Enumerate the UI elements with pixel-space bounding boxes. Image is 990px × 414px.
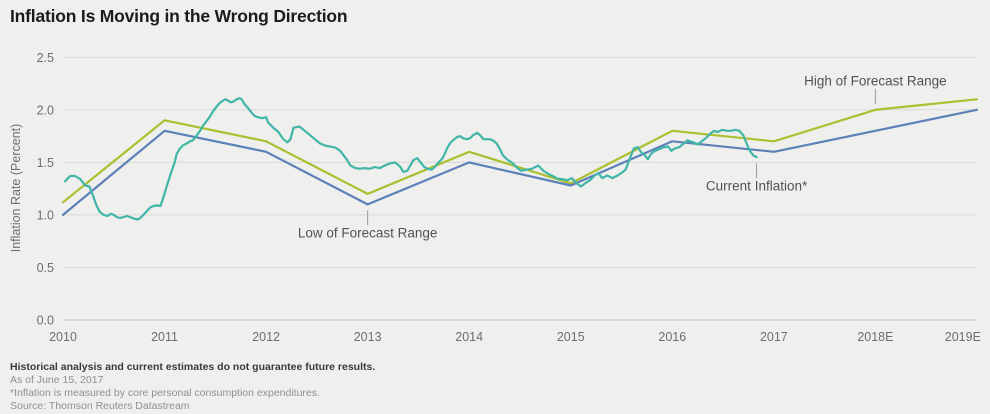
footnotes: Historical analysis and current estimate… — [10, 361, 375, 413]
footnote-disclaimer: Historical analysis and current estimate… — [10, 361, 376, 373]
y-tick-label: 1.0 — [37, 208, 54, 222]
annotation-current-inflation: Current Inflation* — [705, 178, 808, 194]
x-tick-label: 2010 — [49, 330, 77, 344]
annotation-high-of-forecast-range: High of Forecast Range — [804, 73, 947, 89]
footnote-definition: *Inflation is measured by core personal … — [10, 386, 320, 399]
y-axis-title: Inflation Rate (Percent) — [9, 123, 23, 253]
series-line-high-of-forecast-range — [61, 98, 979, 204]
x-tick-label: 2018E — [857, 330, 893, 344]
series-line-current-inflation — [63, 97, 758, 221]
y-tick-label: 0.5 — [37, 261, 54, 275]
chart-canvas: 0.0 0.5 1.0 1.5 2.0 2.5 2010 2011 2012 2013 2014 20… — [37, 51, 981, 344]
x-tick-label: 2019E — [945, 330, 981, 344]
series-line-low-of-forecast-range — [61, 108, 979, 216]
footnote-as-of-date: As of June 15, 2017 — [10, 373, 104, 386]
annotation-low-of-forecast-range: Low of Forecast Range — [297, 225, 438, 241]
x-tick-label: 2013 — [354, 330, 382, 344]
x-tick-label: 2011 — [151, 330, 178, 344]
x-tick-label: 2014 — [455, 330, 483, 344]
x-tick-label: 2017 — [760, 330, 788, 344]
y-tick-label: 0.0 — [37, 314, 54, 328]
x-tick-label: 2016 — [658, 330, 686, 344]
x-tick-label: 2012 — [252, 330, 280, 344]
y-tick-label: 2.0 — [37, 103, 54, 117]
y-tick-label: 2.5 — [37, 51, 54, 65]
y-tick-label: 1.5 — [37, 156, 54, 170]
chart-title: Inflation Is Moving in the Wrong Directi… — [10, 6, 348, 26]
x-tick-label: 2015 — [557, 330, 585, 344]
footnote-source: Source: Thomson Reuters Datastream — [10, 399, 190, 412]
